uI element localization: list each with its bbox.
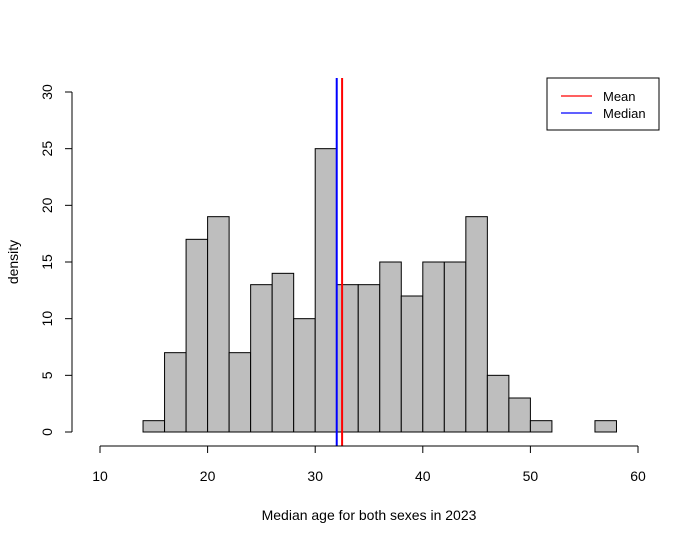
legend-label-median: Median <box>603 106 646 121</box>
y-tick-label: 10 <box>39 311 55 327</box>
histogram-bar <box>293 318 316 433</box>
y-tick-label: 30 <box>39 84 55 100</box>
legend-label-mean: Mean <box>603 89 636 104</box>
histogram-bar <box>164 352 187 433</box>
histogram-bar <box>443 261 467 433</box>
x-tick-label: 50 <box>523 468 539 484</box>
histogram-bar <box>250 284 273 433</box>
y-tick-label: 25 <box>39 141 55 157</box>
histogram-bar <box>379 261 402 433</box>
y-tick-label: 5 <box>39 371 55 379</box>
histogram-bar <box>529 420 553 433</box>
x-axis-label: Median age for both sexes in 2023 <box>262 507 477 523</box>
histogram-bar <box>336 284 359 433</box>
x-tick-label: 10 <box>92 468 108 484</box>
y-axis-label: density <box>5 240 21 284</box>
histogram-bar <box>465 216 488 433</box>
x-axis: 10 20 30 40 50 60 <box>92 445 646 484</box>
y-axis: 0 5 10 15 20 25 30 <box>39 84 73 436</box>
legend-box <box>546 77 660 131</box>
histogram-bar <box>400 295 424 433</box>
y-tick-label: 0 <box>39 428 55 436</box>
histogram-bar <box>207 216 230 433</box>
histogram-bar <box>314 148 338 433</box>
x-tick-label: 40 <box>415 468 431 484</box>
histogram-bar <box>271 272 295 433</box>
y-tick-label: 15 <box>39 254 55 270</box>
x-tick-label: 60 <box>630 468 646 484</box>
histogram-bar <box>594 420 617 433</box>
x-tick-label: 20 <box>200 468 216 484</box>
histogram-bar <box>185 238 209 433</box>
legend: Mean Median <box>546 77 660 131</box>
histogram-bar <box>142 420 166 433</box>
histogram-bar <box>508 397 531 433</box>
histogram-bar <box>357 284 381 433</box>
histogram-bar <box>422 261 445 433</box>
histogram-bar <box>486 374 510 433</box>
y-tick-label: 20 <box>39 197 55 213</box>
histogram-bar <box>228 352 252 433</box>
histogram-bars <box>142 148 617 433</box>
x-tick-label: 30 <box>307 468 323 484</box>
reference-lines <box>335 78 344 446</box>
